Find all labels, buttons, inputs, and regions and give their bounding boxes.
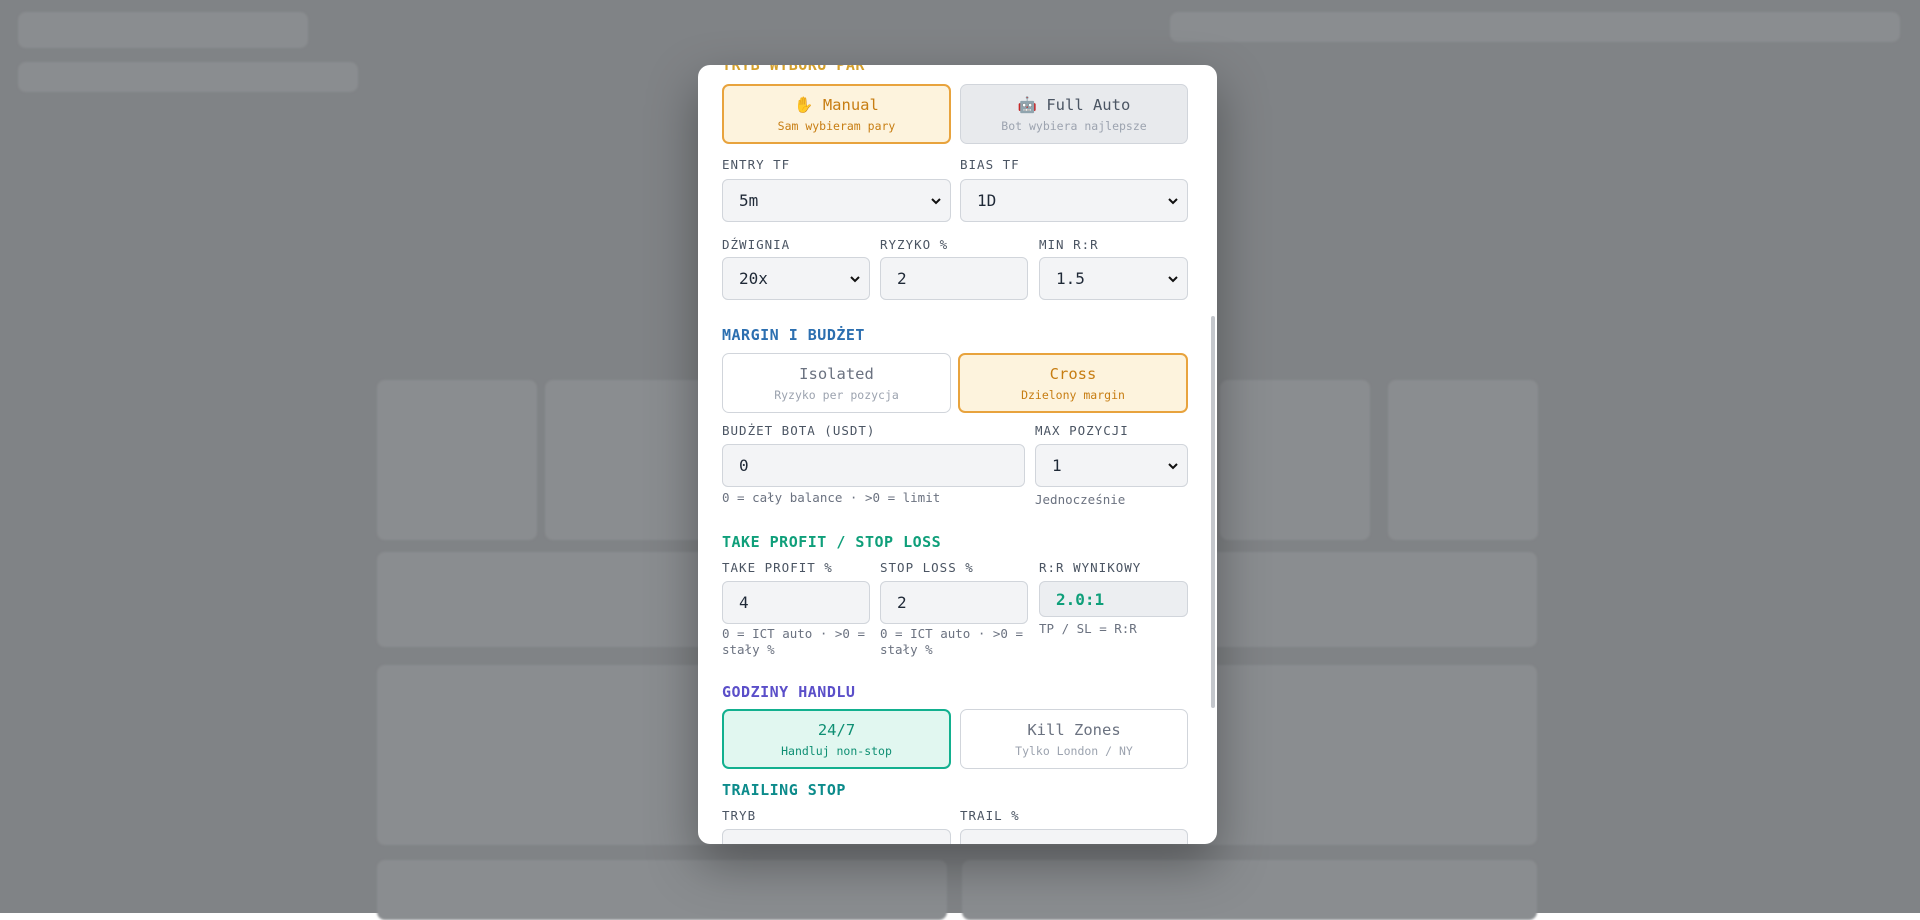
select-value: 1.5 [1056,269,1085,288]
option-subtitle: Sam wybieram pary [777,118,896,133]
field-label: STOP LOSS % [880,560,974,575]
input[interactable]: 0 [722,444,1025,487]
option-title: ✋ Manual [794,95,879,114]
section-title: TRAILING STOP [722,781,846,799]
option-title: 🤖 Full Auto [1017,95,1131,114]
bg-card [545,380,705,540]
select[interactable]: 5m [722,179,951,222]
output-value: 2.0:1 [1056,589,1105,609]
option-title: Cross [1049,364,1097,383]
section-title: GODZINY HANDLU [722,683,856,701]
option-24-7[interactable]: 24/7 Handluj non-stop [722,709,951,769]
bg-tabs [18,62,358,92]
hint: 0 = cały balance · >0 = limit [722,490,941,505]
select-value: 1 [1052,456,1062,475]
option-full-auto[interactable]: 🤖 Full Auto Bot wybiera najlepsze [960,84,1188,144]
hint: 0 = ICT auto · >0 = stały % [722,626,865,657]
field-label: ENTRY TF [722,157,791,172]
bg-card [377,380,537,540]
select[interactable]: 1D [960,179,1188,222]
bg-panel [377,860,947,920]
select[interactable]: 1 [1035,444,1188,487]
input-value: 0 [739,456,749,475]
hint: 0 = ICT auto · >0 = stały % [880,626,1023,657]
bg-header [18,12,308,48]
bg-toolbar [1170,12,1900,42]
field-label: TRYB [722,808,757,823]
option-title: Kill Zones [1027,720,1121,739]
select[interactable] [722,829,951,844]
chevron [1168,197,1178,204]
chevron [931,197,941,204]
option-manual[interactable]: ✋ Manual Sam wybieram pary [722,84,951,144]
input[interactable]: 4 [722,581,870,624]
field-label: R:R WYNIKOWY [1039,560,1142,575]
option-subtitle: Ryzyko per pozycja [774,387,899,402]
option-title: Isolated [799,364,874,383]
option-subtitle: Tylko London / NY [1015,743,1133,758]
hint: TP / SL = R:R [1039,621,1137,636]
bg-card [1220,380,1370,540]
option-subtitle: Bot wybiera najlepsze [1001,118,1147,133]
chevron [1168,462,1178,469]
input-value: 4 [739,593,749,612]
chevron [1168,275,1178,282]
option-subtitle: Dzielony margin [1021,387,1125,402]
input[interactable] [960,829,1188,844]
chevron [850,275,860,282]
option-title: 24/7 [817,720,856,739]
settings-modal: TRYB WYBORU PAR ✋ Manual Sam wybieram pa… [698,65,1217,844]
option-kill-zones[interactable]: Kill Zones Tylko London / NY [960,709,1188,769]
select[interactable]: 20x [722,257,870,300]
select-value: 5m [739,191,759,210]
select[interactable]: 1.5 [1039,257,1188,300]
bg-card [1388,380,1538,540]
field-label: RYZYKO % [880,237,949,252]
input-value: 2 [897,269,907,288]
field-label: MIN R:R [1039,237,1099,252]
input-value: 2 [897,593,907,612]
section-title: MARGIN I BUDŻET [722,326,865,344]
select-value: 20x [739,269,768,288]
hint: Jednocześnie [1035,492,1126,507]
option-subtitle: Handluj non-stop [781,743,892,758]
option-isolated[interactable]: Isolated Ryzyko per pozycja [722,353,951,413]
section-title: TRYB WYBORU PAR [722,65,865,74]
bg-panel [962,860,1537,920]
input[interactable]: 2 [880,257,1028,300]
readonly-output: 2.0:1 [1039,581,1188,617]
input[interactable]: 2 [880,581,1028,624]
field-label: TAKE PROFIT % [722,560,833,575]
field-label: TRAIL % [960,808,1020,823]
section-title: TAKE PROFIT / STOP LOSS [722,533,942,551]
field-label: BIAS TF [960,157,1020,172]
field-label: DŹWIGNIA [722,237,791,252]
field-label: BUDŻET BOTA (USDT) [722,423,876,438]
select-value: 1D [977,191,997,210]
option-cross[interactable]: Cross Dzielony margin [958,353,1188,413]
scrollbar[interactable] [1211,316,1215,708]
field-label: MAX POZYCJI [1035,423,1129,438]
